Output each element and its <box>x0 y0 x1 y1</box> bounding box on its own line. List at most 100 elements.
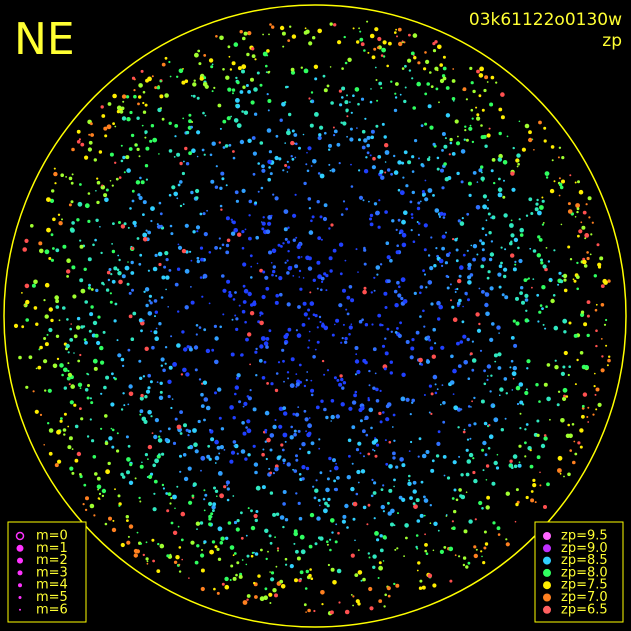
star-dot <box>349 137 354 142</box>
star-dot <box>236 452 239 455</box>
star-dot <box>431 459 435 463</box>
star-dot <box>63 386 67 390</box>
star-dot <box>282 406 287 410</box>
star-dot <box>35 322 39 326</box>
star-dot <box>176 152 181 157</box>
star-dot <box>48 428 54 433</box>
star-dot <box>476 116 481 121</box>
star-dot <box>389 371 393 375</box>
star-dot <box>105 375 110 380</box>
star-dot <box>435 247 438 250</box>
star-dot <box>565 395 569 398</box>
star-dot <box>336 142 341 147</box>
star-dot <box>226 116 231 121</box>
horizon-circle <box>3 4 627 628</box>
star-dot <box>487 199 489 202</box>
star-dot <box>278 276 283 281</box>
star-dot <box>37 365 42 370</box>
star-dot <box>178 546 182 549</box>
star-dot <box>145 178 148 181</box>
star-dot <box>528 130 532 135</box>
star-dot <box>385 241 390 245</box>
star-dot <box>497 352 502 357</box>
star-dot <box>295 382 300 387</box>
star-dot <box>130 260 134 265</box>
star-dot <box>456 237 459 240</box>
star-dot <box>490 75 495 80</box>
star-dot <box>120 408 124 411</box>
star-dot <box>571 423 575 426</box>
star-dot <box>114 161 117 164</box>
star-dot <box>167 306 169 308</box>
star-dot <box>44 389 47 392</box>
star-dot <box>21 292 23 294</box>
star-dot <box>90 288 94 291</box>
star-dot <box>395 82 399 86</box>
star-dot <box>603 323 607 326</box>
star-dot <box>515 502 519 507</box>
star-dot <box>87 373 90 376</box>
star-dot <box>395 465 399 469</box>
star-dot <box>442 216 446 219</box>
star-dot <box>432 327 437 332</box>
star-dot <box>167 492 172 496</box>
star-dot <box>195 333 198 336</box>
star-dot <box>417 201 421 205</box>
star-dot <box>344 259 347 262</box>
star-dot <box>398 41 403 47</box>
star-dot <box>242 36 246 41</box>
star-dot <box>179 454 182 458</box>
star-dot <box>411 401 414 404</box>
star-dot <box>457 278 462 284</box>
star-dot <box>297 244 300 246</box>
star-dot <box>490 240 494 243</box>
star-dot <box>445 231 447 234</box>
star-dot <box>475 205 481 210</box>
star-dot <box>148 294 152 298</box>
star-dot <box>118 176 122 179</box>
star-dot <box>78 138 81 141</box>
star-dot <box>427 573 433 578</box>
star-dot <box>112 122 115 125</box>
star-dot <box>65 176 67 178</box>
star-dot <box>516 402 520 406</box>
star-dot <box>126 117 131 122</box>
star-dot <box>193 79 196 82</box>
star-dot <box>485 505 490 510</box>
star-dot <box>234 190 239 195</box>
star-dot <box>121 94 127 99</box>
star-dot <box>423 514 426 517</box>
star-dot <box>284 518 289 522</box>
star-dot <box>418 437 422 441</box>
star-dot <box>65 343 70 349</box>
star-dot <box>391 219 395 223</box>
star-dot <box>348 454 351 458</box>
star-dot <box>238 574 243 579</box>
star-dot <box>417 455 420 458</box>
star-dot <box>503 179 505 182</box>
star-dot <box>461 217 464 220</box>
star-dot <box>330 223 334 227</box>
star-dot <box>70 384 75 389</box>
star-dot <box>319 320 322 324</box>
star-dot <box>219 325 222 329</box>
star-dot <box>145 229 148 232</box>
star-dot <box>307 266 313 271</box>
star-dot <box>286 171 289 173</box>
star-dot <box>101 114 106 118</box>
magnitude-swatch <box>17 570 23 576</box>
star-dot <box>149 380 153 384</box>
star-dot <box>277 455 281 460</box>
star-dot <box>569 174 572 177</box>
star-dot <box>308 97 311 100</box>
star-dot <box>245 534 248 537</box>
star-dot <box>168 193 172 197</box>
star-dot <box>157 542 160 546</box>
star-dot <box>101 184 104 187</box>
star-dot <box>184 146 188 151</box>
star-dot <box>527 277 531 280</box>
star-dot <box>159 543 165 549</box>
star-dot <box>472 457 475 460</box>
star-dot <box>468 126 473 131</box>
star-dot <box>595 303 598 306</box>
